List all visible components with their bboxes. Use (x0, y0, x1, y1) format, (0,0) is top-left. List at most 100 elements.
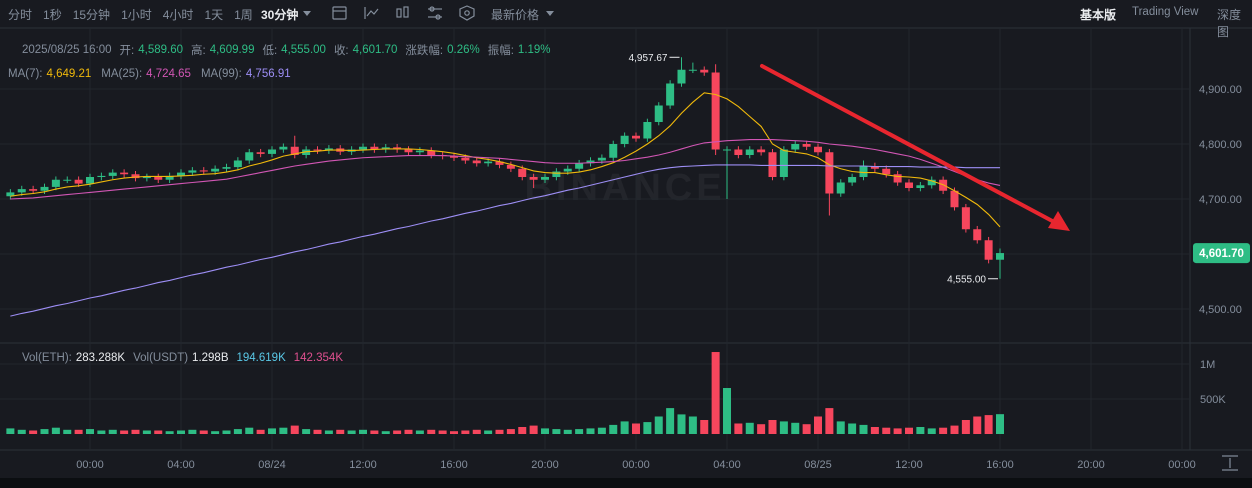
candle-body (950, 190, 959, 208)
candle-body (541, 177, 549, 180)
view-tab[interactable]: 深度图 (1217, 8, 1242, 39)
x-tick-label: 04:00 (713, 459, 741, 471)
candle-body (620, 135, 629, 144)
volume-bar (381, 431, 390, 434)
candle-body (154, 177, 163, 180)
volume-bar (927, 428, 936, 434)
volume-bar (984, 415, 993, 434)
candle-body (518, 168, 527, 177)
candle-body (768, 152, 777, 177)
legend-label: MA(25): (101, 68, 143, 80)
candle-body (404, 149, 413, 153)
legend-label: Vol(USDT) (133, 352, 189, 364)
x-tick-label: 00:00 (76, 459, 104, 471)
interval-tab[interactable]: 1天 (204, 8, 224, 22)
candle-body (905, 182, 913, 188)
volume-bar (745, 422, 754, 434)
interval-tab[interactable]: 1小时 (121, 8, 152, 22)
candle-body (245, 152, 254, 161)
candle-body (893, 174, 902, 183)
ma-line (10, 139, 1001, 200)
legend-value: 194.619K (236, 352, 286, 364)
volume-bar (495, 429, 504, 434)
candle-body (370, 146, 379, 150)
candle-body (313, 149, 322, 151)
candle-body (222, 167, 231, 169)
volume-bar (313, 429, 322, 434)
candle-body (51, 179, 60, 187)
y-tick-label: 4,500.00 (1199, 304, 1242, 316)
y-tick-label: 500K (1200, 394, 1226, 406)
candle-body (734, 149, 743, 155)
volume-bar (666, 408, 675, 434)
x-tick-label: 12:00 (349, 459, 377, 471)
field-label: 振幅: (487, 45, 514, 57)
candle-body (745, 149, 754, 155)
volume-bar (359, 429, 367, 434)
candle-body (961, 207, 970, 230)
trend-arrow (760, 64, 1070, 231)
legend-label: Vol(ETH): (22, 352, 72, 364)
volume-bar (506, 429, 515, 434)
field-value: 4,555.00 (281, 44, 326, 56)
volume-bar (29, 430, 38, 434)
volume-bar (620, 421, 629, 434)
volume-bar (791, 422, 800, 434)
volume-bar (461, 430, 470, 434)
volume-bar (779, 421, 788, 434)
legend-label: MA(99): (200, 68, 242, 80)
volume-bar (63, 429, 72, 434)
volume-bar (86, 429, 94, 434)
candle-body (609, 144, 618, 158)
volume-bar (199, 430, 208, 434)
view-tab[interactable]: 基本版 (1080, 8, 1117, 22)
volume-bar (939, 427, 948, 434)
candle-body (870, 166, 879, 169)
x-tick-label: 16:00 (986, 459, 1014, 471)
legend-value: 142.354K (293, 352, 343, 364)
candle-body (916, 185, 925, 188)
volume-bar (222, 430, 231, 434)
candle-body (757, 149, 766, 153)
active-interval[interactable]: 30分钟 (261, 8, 299, 22)
last-price-tag (1193, 243, 1250, 264)
candle-body (802, 144, 811, 147)
interval-tab[interactable]: 15分钟 (72, 8, 111, 22)
volume-bar (131, 429, 140, 434)
volume-bar (541, 428, 549, 434)
volume-bar (643, 422, 652, 434)
interval-tab[interactable]: 分时 (8, 8, 33, 22)
price-type[interactable]: 最新价格 (491, 8, 540, 22)
volume-bar (597, 427, 606, 434)
candle-body (6, 192, 15, 197)
candle-body (836, 182, 845, 194)
ohlc-header: 2025/08/25 16:00 开: 4,589.60 高: 4,609.99 低: 4… (22, 42, 559, 58)
candle-body (586, 160, 595, 164)
volume-bar (256, 429, 265, 434)
volume-bar (836, 421, 845, 434)
volume-bar (723, 388, 731, 434)
interval-tab[interactable]: 4小时 (162, 8, 194, 22)
volume-bar (290, 425, 299, 434)
candle-body (529, 177, 538, 180)
candle-body (552, 171, 561, 177)
interval-tab[interactable]: 1秒 (43, 8, 62, 22)
candle-body (666, 83, 675, 106)
volume-bar (632, 423, 640, 434)
volume-bar (324, 430, 333, 434)
interval-tab[interactable]: 1周 (234, 8, 253, 22)
last-price-label: 4,601.70 (1199, 248, 1244, 260)
candle-body (563, 168, 572, 172)
view-tab[interactable]: Trading View (1132, 6, 1199, 18)
volume-bar (950, 425, 959, 434)
volume-bar (393, 430, 402, 434)
volume-bar (814, 416, 822, 434)
candle-body (86, 177, 94, 184)
x-tick-label: 20:00 (531, 459, 559, 471)
candle-body (40, 186, 49, 191)
volume-bar (51, 427, 60, 434)
volume-legend: Vol(ETH): 283.288K Vol(USDT) 1.298B 194.619K… (22, 352, 351, 364)
volume-bar (916, 427, 925, 434)
volume-bar (211, 431, 220, 434)
